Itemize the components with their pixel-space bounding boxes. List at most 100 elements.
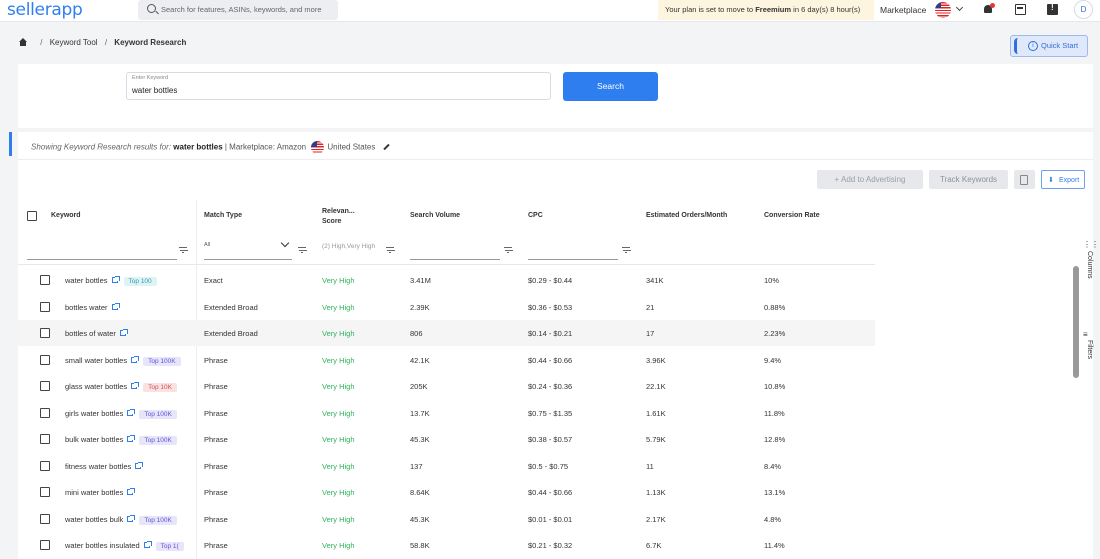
external-link-icon[interactable] xyxy=(131,382,140,389)
keyword-input[interactable]: Enter Keyword water bottles xyxy=(126,72,551,100)
cell-keyword[interactable]: mini water bottles xyxy=(65,488,136,497)
filter-icon[interactable] xyxy=(298,247,306,253)
quick-start-button[interactable]: i Quick Start xyxy=(1010,35,1088,57)
row-checkbox[interactable] xyxy=(40,460,50,471)
row-checkbox[interactable] xyxy=(40,540,50,550)
cell-conversion: 12.8% xyxy=(764,435,785,444)
external-link-icon[interactable] xyxy=(111,276,120,283)
external-link-icon[interactable] xyxy=(127,435,136,442)
row-checkbox[interactable] xyxy=(40,275,50,285)
cell-cpc-text: $0.5 - $0.75 xyxy=(528,461,569,471)
keyword-input-value[interactable]: water bottles xyxy=(132,86,178,95)
filter-icon[interactable] xyxy=(504,247,512,253)
table-row[interactable]: water bottles insulated Top 1(Phrase Very … xyxy=(18,532,875,558)
col-header-relevance[interactable]: Relevan... Score xyxy=(322,208,355,225)
filter-icon[interactable] xyxy=(622,247,630,253)
row-checkbox[interactable] xyxy=(40,354,50,365)
row-checkbox[interactable] xyxy=(40,434,50,444)
external-link-icon[interactable] xyxy=(119,329,128,336)
cell-keyword-text: fitness water bottles xyxy=(65,461,132,471)
external-link-icon[interactable] xyxy=(127,408,136,416)
edit-pencil-icon[interactable] xyxy=(382,143,390,150)
row-checkbox[interactable] xyxy=(40,301,50,312)
export-button[interactable]: Export xyxy=(1041,170,1085,190)
cell-keyword[interactable]: water bottles bulk Top 100K xyxy=(65,514,177,525)
col-header-match-type[interactable]: Match Type xyxy=(204,212,242,219)
breadcrumb-keyword-tool[interactable]: Keyword Tool xyxy=(49,38,98,47)
row-checkbox[interactable] xyxy=(40,513,50,524)
cpc-filter-input[interactable] xyxy=(528,259,618,260)
columns-grid-icon[interactable]: ⋮⋮ xyxy=(1083,240,1099,249)
table-row[interactable]: bottles of water Extended Broad Very High 8… xyxy=(18,320,875,346)
chevron-down-icon[interactable] xyxy=(955,3,964,12)
match-type-filter-select[interactable]: All xyxy=(204,242,211,248)
sellerapp-logo[interactable]: sellerapp xyxy=(7,0,83,20)
plan-notice-plan: Freemium xyxy=(755,5,792,14)
table-row[interactable]: glass water bottles Top 10K Phrase Very Hig… xyxy=(18,373,875,399)
cell-keyword[interactable]: bottles of water xyxy=(65,329,128,338)
cell-keyword[interactable]: small water bottles Top 100K xyxy=(65,355,181,366)
cell-conversion: 10% xyxy=(764,276,779,285)
feedback-icon[interactable] xyxy=(1047,3,1058,15)
external-link-icon[interactable] xyxy=(131,355,140,363)
external-link-icon[interactable] xyxy=(127,514,136,522)
external-link-icon[interactable] xyxy=(111,302,120,310)
row-checkbox[interactable] xyxy=(40,407,50,418)
table-row[interactable]: water bottles Top 100 Exact Very High 3.41M $… xyxy=(18,267,875,293)
external-link-icon[interactable] xyxy=(135,461,144,469)
cell-keyword[interactable]: bottles water xyxy=(65,302,120,312)
info-icon: i xyxy=(1028,41,1038,51)
table-row[interactable]: girls water bottles Top 100K Phrase Very Hi… xyxy=(18,400,875,426)
col-header-keyword[interactable]: Keyword xyxy=(51,212,81,219)
marketplace-label[interactable]: Marketplace xyxy=(880,5,927,15)
table-row[interactable]: mini water bottles Phrase Very High 8.64K $0… xyxy=(18,479,875,505)
cell-keyword-text: bulk water bottles xyxy=(65,435,124,444)
col-header-orders[interactable]: Estimated Orders/Month xyxy=(646,212,728,219)
filters-icon[interactable]: ≡ xyxy=(1083,330,1088,339)
cell-orders-text: 1.13K xyxy=(646,488,666,497)
scrollbar[interactable] xyxy=(1073,266,1079,378)
cell-keyword[interactable]: fitness water bottles xyxy=(65,461,144,471)
breadcrumb-keyword-research: Keyword Research xyxy=(114,38,187,47)
global-search-input[interactable]: Search for features, ASINs, keywords, an… xyxy=(138,0,338,20)
table-row[interactable]: water bottles bulk Top 100K Phrase Very Hig… xyxy=(18,506,875,532)
copy-icon[interactable] xyxy=(1014,170,1035,189)
table-row[interactable]: fitness water bottles Phrase Very High 137 $… xyxy=(18,453,875,479)
filter-icon[interactable] xyxy=(179,247,187,253)
us-flag-icon[interactable] xyxy=(935,2,951,18)
table-row[interactable]: bottles water Extended Broad Very High 2.39… xyxy=(18,294,875,320)
row-checkbox[interactable] xyxy=(40,381,50,391)
add-to-advertising-button[interactable]: + Add to Advertising xyxy=(817,170,923,189)
filter-icon[interactable] xyxy=(386,247,394,253)
track-keywords-button[interactable]: Track Keywords xyxy=(929,170,1008,189)
col-header-cpc[interactable]: CPC xyxy=(528,212,543,219)
relevance-filter-value[interactable]: (2) High,Very High xyxy=(322,243,376,250)
cell-keyword[interactable]: girls water bottles Top 100K xyxy=(65,408,177,419)
table-row[interactable]: small water bottles Top 100K Phrase Very Hi… xyxy=(18,347,875,373)
cell-keyword[interactable]: bulk water bottles Top 100K xyxy=(65,435,177,445)
external-link-icon[interactable] xyxy=(143,541,152,548)
columns-panel-toggle[interactable]: Columns xyxy=(1086,251,1093,279)
chevron-down-icon[interactable] xyxy=(280,238,290,248)
row-checkbox[interactable] xyxy=(40,328,50,338)
col-header-search-volume[interactable]: Search Volume xyxy=(410,212,461,219)
table-row[interactable]: bulk water bottles Top 100K Phrase Very Hig… xyxy=(18,426,875,452)
avatar[interactable]: D xyxy=(1074,0,1093,19)
row-checkbox[interactable] xyxy=(40,487,50,497)
cell-keyword[interactable]: water bottles Top 100 xyxy=(65,276,157,286)
cell-relevance-text: Very High xyxy=(322,329,355,338)
cell-match-type-text: Phrase xyxy=(204,355,228,365)
keyword-filter-input[interactable] xyxy=(27,259,177,260)
col-header-conversion[interactable]: Conversion Rate xyxy=(764,212,820,219)
filters-panel-toggle[interactable]: Filters xyxy=(1086,340,1093,360)
notification-bell-icon[interactable] xyxy=(983,3,995,15)
external-link-icon[interactable] xyxy=(127,488,136,495)
search-button[interactable]: Search xyxy=(563,72,658,101)
search-volume-filter-input[interactable] xyxy=(410,259,500,260)
select-all-checkbox[interactable] xyxy=(27,211,37,221)
cell-cpc-text: $0.01 - $0.01 xyxy=(528,514,573,524)
calendar-icon[interactable] xyxy=(1015,4,1026,15)
home-icon[interactable] xyxy=(19,38,27,46)
cell-keyword[interactable]: water bottles insulated Top 1( xyxy=(65,541,184,551)
cell-keyword[interactable]: glass water bottles Top 10K xyxy=(65,382,177,392)
